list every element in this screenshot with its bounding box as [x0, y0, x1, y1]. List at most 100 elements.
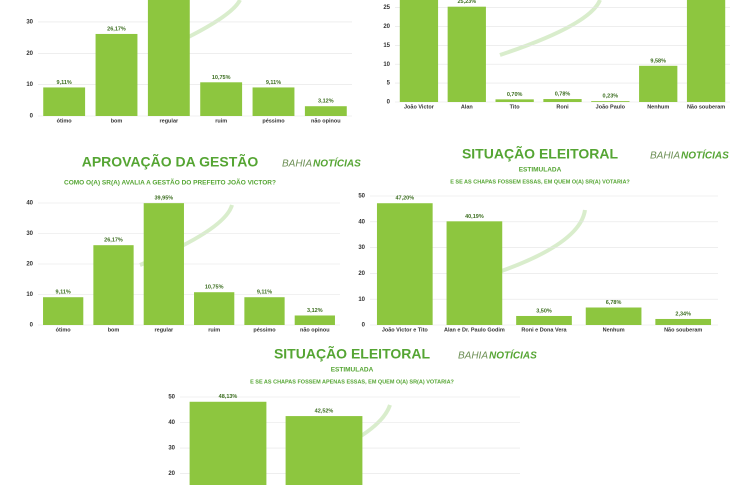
value-label: 9,11% [57, 80, 72, 86]
bar [686, 0, 726, 103]
bar [194, 292, 235, 325]
value-label: 25,23% [457, 0, 476, 5]
y-tick-label: 0 [30, 114, 34, 120]
y-tick-label: 20 [358, 271, 365, 277]
bar [147, 0, 190, 117]
question: E SE AS CHAPAS FOSSEM APENAS ESSAS, EM Q… [250, 379, 454, 385]
y-tick-label: 30 [26, 20, 33, 26]
value-label: 2,34% [675, 311, 691, 317]
bar [585, 307, 642, 325]
brand-strong: NOTÍCIAS [489, 349, 537, 362]
value-label: 48,13% [219, 394, 238, 400]
value-label: 9,11% [257, 290, 272, 296]
x-tick-label: péssimo [262, 118, 285, 124]
bar [655, 318, 712, 325]
y-tick-label: 20 [383, 24, 390, 30]
value-label: 6,78% [606, 300, 622, 306]
bar [495, 99, 534, 102]
y-tick-label: 10 [26, 82, 33, 88]
x-tick-label: ótimo [57, 118, 73, 124]
y-tick-label: 30 [358, 245, 365, 251]
y-tick-label: 50 [358, 194, 365, 200]
y-tick-label: 0 [362, 323, 366, 329]
y-tick-label: 10 [26, 292, 33, 298]
value-label: 26,17% [107, 26, 126, 32]
bar [639, 65, 678, 102]
x-tick-label: ruim [208, 327, 220, 333]
value-label: 10,75% [205, 285, 224, 291]
value-label: 39,95% [155, 196, 174, 202]
value-label: 9,11% [266, 80, 281, 86]
watermarks [139, 0, 602, 467]
subtitle: COMO O(A) SR(A) AVALIA A GESTÃO DO PREFE… [64, 178, 276, 187]
x-tick-label: Tito [510, 104, 521, 110]
bar [143, 203, 184, 325]
x-tick-label: João Victor [404, 104, 435, 110]
question: E SE AS CHAPAS FOSSEM ESSAS, EM QUEM O(A… [450, 179, 630, 185]
y-tick-label: 50 [168, 395, 175, 401]
x-tick-label: regular [155, 327, 175, 333]
x-tick-label: Nenhum [603, 327, 625, 333]
x-tick-label: não opinou [300, 327, 330, 333]
x-tick-label: bom [111, 118, 123, 124]
value-label: 9,58% [650, 58, 666, 64]
x-tick-label: Nenhum [647, 104, 669, 110]
value-label: 3,12% [307, 308, 323, 314]
logo-swoosh [489, 209, 587, 277]
x-tick-label: João Paulo [596, 104, 626, 110]
bar [43, 297, 84, 325]
x-tick-label: não opinou [311, 118, 341, 124]
y-tick-label: 30 [168, 446, 175, 452]
y-tick-label: 40 [26, 201, 33, 207]
bar [447, 6, 486, 102]
bar [200, 82, 243, 116]
bar [95, 33, 138, 116]
value-label: 26,17% [104, 238, 123, 244]
y-tick-label: 20 [26, 51, 33, 57]
brand: BAHIA [282, 159, 312, 170]
y-tick-label: 15 [383, 43, 390, 49]
value-label: 47,20% [395, 196, 414, 202]
bar [285, 416, 363, 485]
chart-title: SITUAÇÃO ELEITORAL [462, 145, 619, 162]
subtitle: ESTIMULADA [331, 367, 374, 374]
chart-title: SITUAÇÃO ELEITORAL [274, 345, 431, 362]
x-tick-label: Alan [461, 104, 474, 110]
value-label: 10,75% [212, 75, 231, 81]
x-tick-label: Roni e Dona Vera [521, 327, 567, 333]
x-tick-label: ruim [215, 118, 227, 124]
y-tick-label: 25 [383, 5, 390, 11]
bar [304, 106, 347, 116]
value-label: 3,50% [536, 308, 552, 314]
x-tick-label: João Victor e Tito [382, 327, 429, 333]
y-tick-label: 40 [358, 219, 365, 225]
brand-strong: NOTÍCIAS [313, 157, 361, 170]
bar [399, 0, 439, 102]
x-tick-label: bom [108, 327, 120, 333]
brand-strong: NOTÍCIAS [681, 149, 729, 162]
brand: BAHIA [458, 351, 488, 362]
y-tick-label: 10 [383, 62, 390, 68]
subtitle: ESTIMULADA [519, 167, 562, 174]
x-tick-label: ótimo [56, 327, 72, 333]
chart-title: APROVAÇÃO DA GESTÃO [82, 153, 259, 170]
x-tick-label: péssimo [253, 327, 276, 333]
bar [591, 101, 630, 102]
x-tick-label: Não souberam [664, 327, 702, 333]
bar [244, 297, 285, 325]
value-label: 42,52% [315, 409, 334, 415]
bar [516, 315, 572, 325]
value-label: 40,19% [465, 214, 484, 220]
brand: BAHIA [650, 151, 680, 162]
x-tick-label: Não souberam [687, 104, 725, 110]
bar [189, 401, 267, 485]
y-tick-label: 20 [26, 262, 33, 268]
y-tick-label: 30 [26, 231, 33, 237]
bar [376, 203, 433, 325]
bar [543, 99, 582, 102]
value-label: 0,78% [555, 92, 571, 98]
bar [446, 221, 503, 325]
y-tick-label: 10 [358, 297, 365, 303]
y-tick-label: 20 [168, 471, 175, 477]
